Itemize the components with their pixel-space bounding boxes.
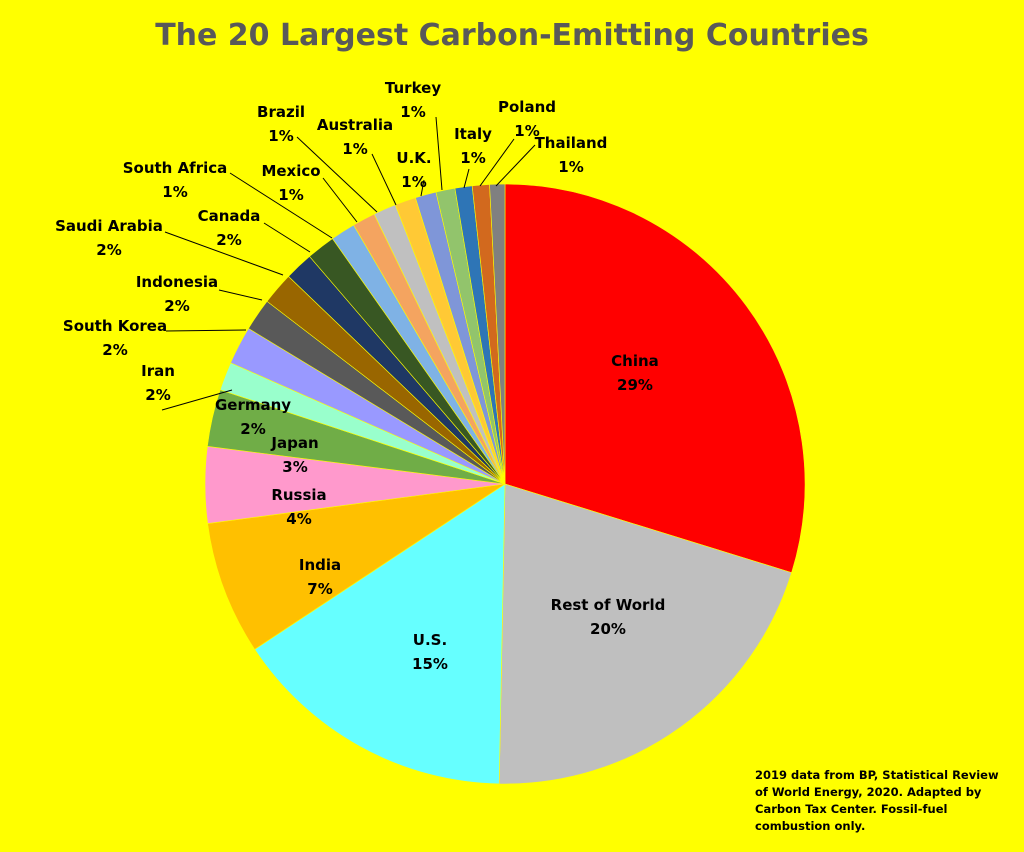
slice-pct-poland: 1% bbox=[514, 122, 539, 140]
slice-label-u-s: U.S. bbox=[413, 631, 447, 649]
leader-line-south-korea bbox=[165, 329, 247, 332]
slice-label-indonesia: Indonesia bbox=[136, 273, 218, 291]
slice-pct-saudi-arabia: 2% bbox=[96, 241, 121, 259]
slice-pct-germany: 2% bbox=[240, 420, 265, 438]
slice-label-poland: Poland bbox=[498, 98, 556, 116]
pie-slice-china bbox=[504, 183, 806, 574]
pie-slices bbox=[204, 183, 806, 785]
pie-slice-india bbox=[207, 483, 506, 650]
slice-pct-indonesia: 2% bbox=[164, 297, 189, 315]
slice-label-japan: Japan bbox=[270, 434, 318, 452]
slice-pct-u-k: 1% bbox=[401, 173, 426, 191]
chart-title: The 20 Largest Carbon-Emitting Countries bbox=[155, 18, 869, 53]
slice-labels: China 29% Rest of World 20% U.S. 15% India 7% Ru… bbox=[55, 79, 665, 673]
slice-label-canada: Canada bbox=[198, 207, 261, 225]
slice-label-russia: Russia bbox=[271, 486, 326, 504]
slice-pct-canada: 2% bbox=[216, 231, 241, 249]
slice-label-brazil: Brazil bbox=[257, 103, 305, 121]
pie-slice-u-s bbox=[254, 483, 506, 785]
leader-line-turkey bbox=[435, 116, 443, 191]
slice-pct-australia: 1% bbox=[342, 140, 367, 158]
slice-label-china: China bbox=[611, 352, 659, 370]
leader-lines bbox=[161, 116, 536, 411]
slice-label-italy: Italy bbox=[454, 125, 492, 143]
slice-pct-iran: 2% bbox=[145, 386, 170, 404]
slice-label-india: India bbox=[299, 556, 341, 574]
source-note: 2019 data from BP, Statistical Review of… bbox=[755, 768, 999, 833]
leader-line-saudi-arabia bbox=[164, 231, 284, 276]
slice-label-thailand: Thailand bbox=[535, 134, 608, 152]
slice-label-australia: Australia bbox=[317, 116, 393, 134]
slice-pct-china: 29% bbox=[617, 376, 653, 394]
leader-line-u-k bbox=[420, 179, 425, 197]
slice-pct-mexico: 1% bbox=[278, 186, 303, 204]
leader-line-canada bbox=[263, 222, 311, 253]
leader-line-iran bbox=[161, 389, 233, 411]
leader-line-indonesia bbox=[218, 289, 263, 301]
leader-line-south-africa bbox=[229, 172, 333, 239]
slice-label-rest-of-world: Rest of World bbox=[551, 596, 666, 614]
slice-pct-japan: 3% bbox=[282, 458, 307, 476]
slice-label-germany: Germany bbox=[215, 396, 291, 414]
slice-pct-turkey: 1% bbox=[400, 103, 425, 121]
leader-line-poland bbox=[479, 138, 515, 187]
leader-line-thailand bbox=[495, 144, 536, 187]
slice-pct-south-korea: 2% bbox=[102, 341, 127, 359]
slice-pct-thailand: 1% bbox=[558, 158, 583, 176]
slice-label-south-korea: South Korea bbox=[63, 317, 167, 335]
leader-line-mexico bbox=[322, 177, 358, 223]
slice-label-saudi-arabia: Saudi Arabia bbox=[55, 217, 163, 235]
slice-label-mexico: Mexico bbox=[261, 162, 320, 180]
slice-pct-south-africa: 1% bbox=[162, 183, 187, 201]
slice-label-south-africa: South Africa bbox=[123, 159, 228, 177]
slice-pct-india: 7% bbox=[307, 580, 332, 598]
slice-pct-russia: 4% bbox=[286, 510, 311, 528]
slice-pct-u-s: 15% bbox=[412, 655, 448, 673]
leader-line-italy bbox=[463, 168, 470, 189]
pie-slice-rest-of-world bbox=[498, 483, 792, 785]
slice-pct-brazil: 1% bbox=[268, 127, 293, 145]
slice-pct-italy: 1% bbox=[460, 149, 485, 167]
leader-line-australia bbox=[371, 153, 397, 206]
slice-label-u-k: U.K. bbox=[396, 149, 431, 167]
slice-pct-rest-of-world: 20% bbox=[590, 620, 626, 638]
slice-label-turkey: Turkey bbox=[385, 79, 441, 97]
leader-line-brazil bbox=[296, 136, 378, 213]
slice-label-iran: Iran bbox=[141, 362, 175, 380]
